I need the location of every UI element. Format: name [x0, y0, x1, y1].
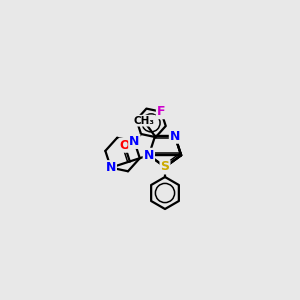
Text: O: O — [119, 139, 130, 152]
Text: N: N — [106, 161, 116, 174]
Text: F: F — [157, 105, 165, 118]
Text: CH₃: CH₃ — [134, 116, 155, 126]
Text: S: S — [160, 160, 169, 173]
Text: N: N — [144, 149, 154, 162]
Text: N: N — [170, 130, 180, 143]
Text: N: N — [129, 135, 140, 148]
